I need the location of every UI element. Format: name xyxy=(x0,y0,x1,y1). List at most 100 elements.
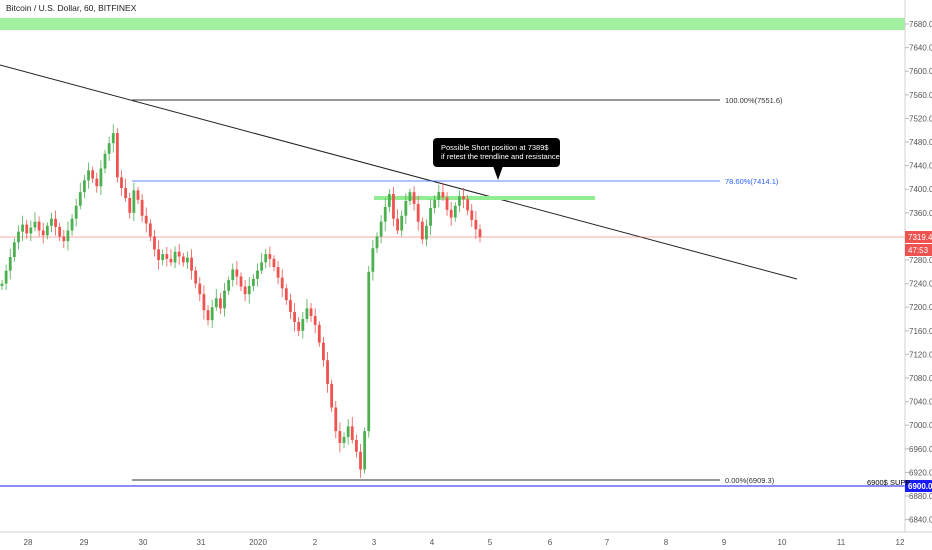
candle-body xyxy=(334,407,338,432)
candle-body xyxy=(338,431,342,443)
candle-body xyxy=(161,254,165,260)
candle-body xyxy=(478,229,482,237)
candle-body xyxy=(383,206,387,222)
candle-body xyxy=(251,278,255,286)
candle-body xyxy=(58,226,62,237)
fib-786-label: 78.60%(7414.1) xyxy=(725,177,779,186)
time-axis[interactable]: 28 29 30 31 2020 2 3 4 5 6 7 8 9 10 11 12 xyxy=(24,538,905,547)
candle-body xyxy=(346,426,350,437)
candlestick-series xyxy=(0,124,482,478)
resistance-zone xyxy=(0,18,905,30)
candle-body xyxy=(198,283,202,295)
price-tick-label: 7600.0 xyxy=(909,67,932,76)
candle-body xyxy=(412,192,416,204)
candle-body xyxy=(425,225,428,240)
candle-body xyxy=(272,258,276,268)
price-axis[interactable]: 7680.0 7640.0 7600.0 7560.0 7520.0 7480.0 7440… xyxy=(905,20,932,525)
candle-body xyxy=(21,224,25,232)
time-tick-label: 7 xyxy=(605,538,610,547)
candle-body xyxy=(4,270,8,284)
candle-body xyxy=(140,199,144,216)
candle-body xyxy=(132,190,136,213)
candle-body xyxy=(0,283,4,286)
support-price-label: 6900.0 xyxy=(905,480,932,492)
candle-body xyxy=(148,223,152,237)
candle-body xyxy=(120,177,123,189)
fib-100-label: 100.00%(7551.6) xyxy=(725,96,783,105)
candle-body xyxy=(62,236,66,242)
candle-body xyxy=(144,215,148,224)
candle-body xyxy=(83,180,86,193)
price-tick-label: 7440.0 xyxy=(909,162,932,171)
candle-body xyxy=(396,218,399,231)
price-tick-label: 7520.0 xyxy=(909,114,932,123)
annotation-pointer xyxy=(493,166,503,180)
time-tick-label: 2020 xyxy=(249,538,267,547)
candle-body xyxy=(239,276,243,287)
candle-body xyxy=(8,257,12,271)
candle-body xyxy=(474,219,478,230)
candle-body xyxy=(227,280,231,291)
price-tick-label: 7200.0 xyxy=(909,303,932,312)
chart-title: Bitcoin / U.S. Dollar, 60, BITFINEX xyxy=(6,3,137,13)
candle-body xyxy=(350,426,354,440)
candle-body xyxy=(371,248,375,272)
candle-body xyxy=(41,230,45,236)
candle-body xyxy=(66,230,70,242)
candle-body xyxy=(317,324,321,343)
candle-body xyxy=(107,143,111,154)
price-tick-label: 7080.0 xyxy=(909,374,932,383)
candle-body xyxy=(429,208,432,226)
trendline[interactable] xyxy=(0,64,798,280)
price-tick-label: 7560.0 xyxy=(909,91,932,100)
candle-body xyxy=(379,221,383,237)
price-tick-label: 7120.0 xyxy=(909,350,932,359)
candle-body xyxy=(462,196,465,200)
price-tick-label: 7280.0 xyxy=(909,256,932,265)
candle-body xyxy=(363,431,367,470)
candle-body xyxy=(181,256,185,263)
time-tick-label: 8 xyxy=(664,538,669,547)
fib-0-label: 0.00%(6909.3) xyxy=(725,476,775,485)
candle-body xyxy=(309,308,313,317)
candle-body xyxy=(78,192,82,206)
candle-body xyxy=(206,310,210,321)
price-tick-label: 7000.0 xyxy=(909,421,932,430)
annotation-callout[interactable]: Possible Short position at 7389$ if rete… xyxy=(433,138,560,167)
candle-body xyxy=(433,199,437,209)
time-tick-label: 9 xyxy=(722,538,727,547)
candle-body xyxy=(404,201,408,216)
time-tick-label: 2 xyxy=(313,538,318,547)
candle-body xyxy=(301,319,305,331)
candle-body xyxy=(214,298,218,308)
candle-body xyxy=(45,225,49,236)
candle-body xyxy=(99,168,103,187)
candle-body xyxy=(420,221,424,240)
candle-body xyxy=(457,196,461,206)
price-tick-label: 6960.0 xyxy=(909,445,932,454)
candle-body xyxy=(268,254,272,259)
candle-body xyxy=(128,198,132,213)
price-tick-label: 7640.0 xyxy=(909,44,932,53)
resistance-level-band[interactable] xyxy=(374,196,595,200)
candle-body xyxy=(29,227,33,234)
candle-body xyxy=(470,210,474,220)
candle-body xyxy=(165,254,169,259)
candle-body xyxy=(37,221,41,231)
candle-body xyxy=(103,153,107,169)
candle-body xyxy=(91,170,95,179)
candle-body xyxy=(87,170,90,181)
annotation-line-2: if retest the trendline and resistance xyxy=(441,152,560,161)
candle-body xyxy=(359,451,362,470)
candle-body xyxy=(50,218,53,226)
candle-body xyxy=(256,270,259,279)
candle-body xyxy=(437,192,441,200)
candle-body xyxy=(54,218,57,227)
candle-body xyxy=(124,188,128,199)
candle-body xyxy=(297,321,301,331)
candle-body xyxy=(280,277,284,289)
candle-body xyxy=(260,262,264,271)
candle-body xyxy=(169,258,173,263)
candle-body xyxy=(293,311,296,322)
